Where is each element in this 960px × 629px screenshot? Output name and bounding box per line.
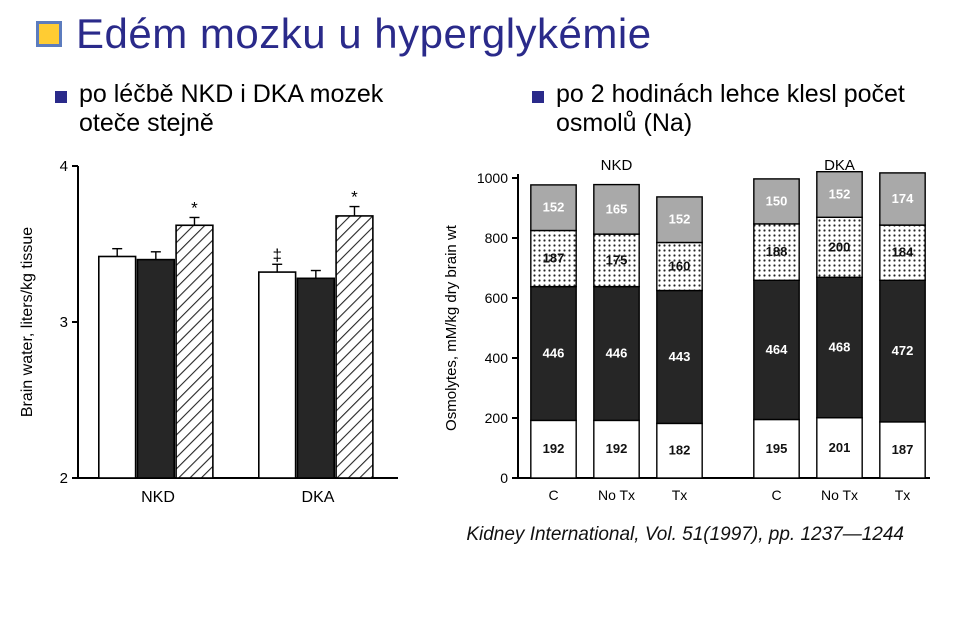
svg-text:192: 192	[543, 441, 565, 456]
svg-text:Tx: Tx	[672, 487, 688, 503]
svg-text:0: 0	[500, 470, 508, 486]
svg-text:DKA: DKA	[302, 489, 335, 506]
bullet-right: po 2 hodinách lehce klesl počet osmolů (…	[532, 80, 932, 138]
svg-text:201: 201	[829, 440, 851, 455]
svg-text:165: 165	[606, 201, 628, 216]
svg-text:C: C	[771, 487, 781, 503]
chart-brain-water: 2 3 4 Brain water, liters/kg tissue * NKD ‡ * DK…	[10, 148, 410, 518]
svg-text:No Tx: No Tx	[598, 487, 635, 503]
svg-text:200: 200	[485, 410, 509, 426]
svg-text:182: 182	[669, 443, 691, 458]
svg-text:2: 2	[60, 470, 68, 487]
svg-text:472: 472	[892, 343, 914, 358]
page-title: Edém mozku u hyperglykémie	[76, 10, 652, 58]
title-marker-icon	[36, 21, 62, 47]
svg-text:443: 443	[669, 349, 691, 364]
svg-text:184: 184	[892, 245, 914, 260]
bullet-list: po léčbě NKD i DKA mozek oteče stejně po…	[55, 80, 932, 138]
svg-text:4: 4	[60, 158, 68, 175]
svg-text:Brain water, liters/kg tissue: Brain water, liters/kg tissue	[19, 227, 36, 417]
svg-text:1000: 1000	[477, 170, 508, 186]
svg-text:DKA: DKA	[824, 157, 855, 174]
svg-text:C: C	[548, 487, 558, 503]
charts-row: 2 3 4 Brain water, liters/kg tissue * NKD ‡ * DK…	[0, 148, 932, 518]
svg-text:NKD: NKD	[601, 157, 633, 174]
svg-text:152: 152	[543, 200, 565, 215]
svg-text:187: 187	[543, 251, 565, 266]
svg-text:Tx: Tx	[895, 487, 911, 503]
svg-text:150: 150	[766, 193, 788, 208]
svg-text:175: 175	[606, 252, 628, 267]
stacked-bar-chart-svg: 0 200 400 600 800 1000 Osmolytes, mM/kg dry br…	[432, 148, 942, 518]
svg-text:152: 152	[669, 212, 691, 227]
svg-text:800: 800	[485, 230, 509, 246]
svg-text:464: 464	[766, 342, 788, 357]
svg-text:3: 3	[60, 314, 68, 331]
svg-text:446: 446	[606, 346, 628, 361]
slide: Edém mozku u hyperglykémie po léčbě NKD …	[0, 0, 960, 629]
svg-text:Osmolytes, mM/kg dry brain wt: Osmolytes, mM/kg dry brain wt	[443, 224, 460, 431]
svg-text:446: 446	[543, 346, 565, 361]
bullet-left: po léčbě NKD i DKA mozek oteče stejně	[55, 80, 442, 138]
svg-text:152: 152	[829, 187, 851, 202]
svg-text:174: 174	[892, 191, 914, 206]
svg-text:*: *	[191, 198, 198, 217]
svg-text:No Tx: No Tx	[821, 487, 858, 503]
svg-text:192: 192	[606, 441, 628, 456]
svg-text:400: 400	[485, 350, 509, 366]
svg-text:NKD: NKD	[141, 489, 175, 506]
svg-text:195: 195	[766, 441, 788, 456]
svg-text:160: 160	[669, 259, 691, 274]
svg-text:600: 600	[485, 290, 509, 306]
title-row: Edém mozku u hyperglykémie	[36, 10, 932, 58]
bullet-marker-icon	[55, 91, 67, 103]
chart-osmolytes: 0 200 400 600 800 1000 Osmolytes, mM/kg dry br…	[432, 148, 942, 518]
bullet-text: po 2 hodinách lehce klesl počet osmolů (…	[556, 80, 932, 138]
svg-text:‡: ‡	[272, 245, 281, 264]
citation-text: Kidney International, Vol. 51(1997), pp.…	[0, 524, 904, 546]
svg-text:188: 188	[766, 244, 788, 259]
bar-chart-svg: 2 3 4 Brain water, liters/kg tissue * NKD ‡ * DK…	[10, 148, 410, 518]
svg-text:200: 200	[829, 239, 851, 254]
svg-text:468: 468	[829, 340, 851, 355]
bullet-text: po léčbě NKD i DKA mozek oteče stejně	[79, 80, 442, 138]
svg-text:*: *	[351, 188, 358, 207]
bullet-marker-icon	[532, 91, 544, 103]
svg-text:187: 187	[892, 442, 914, 457]
